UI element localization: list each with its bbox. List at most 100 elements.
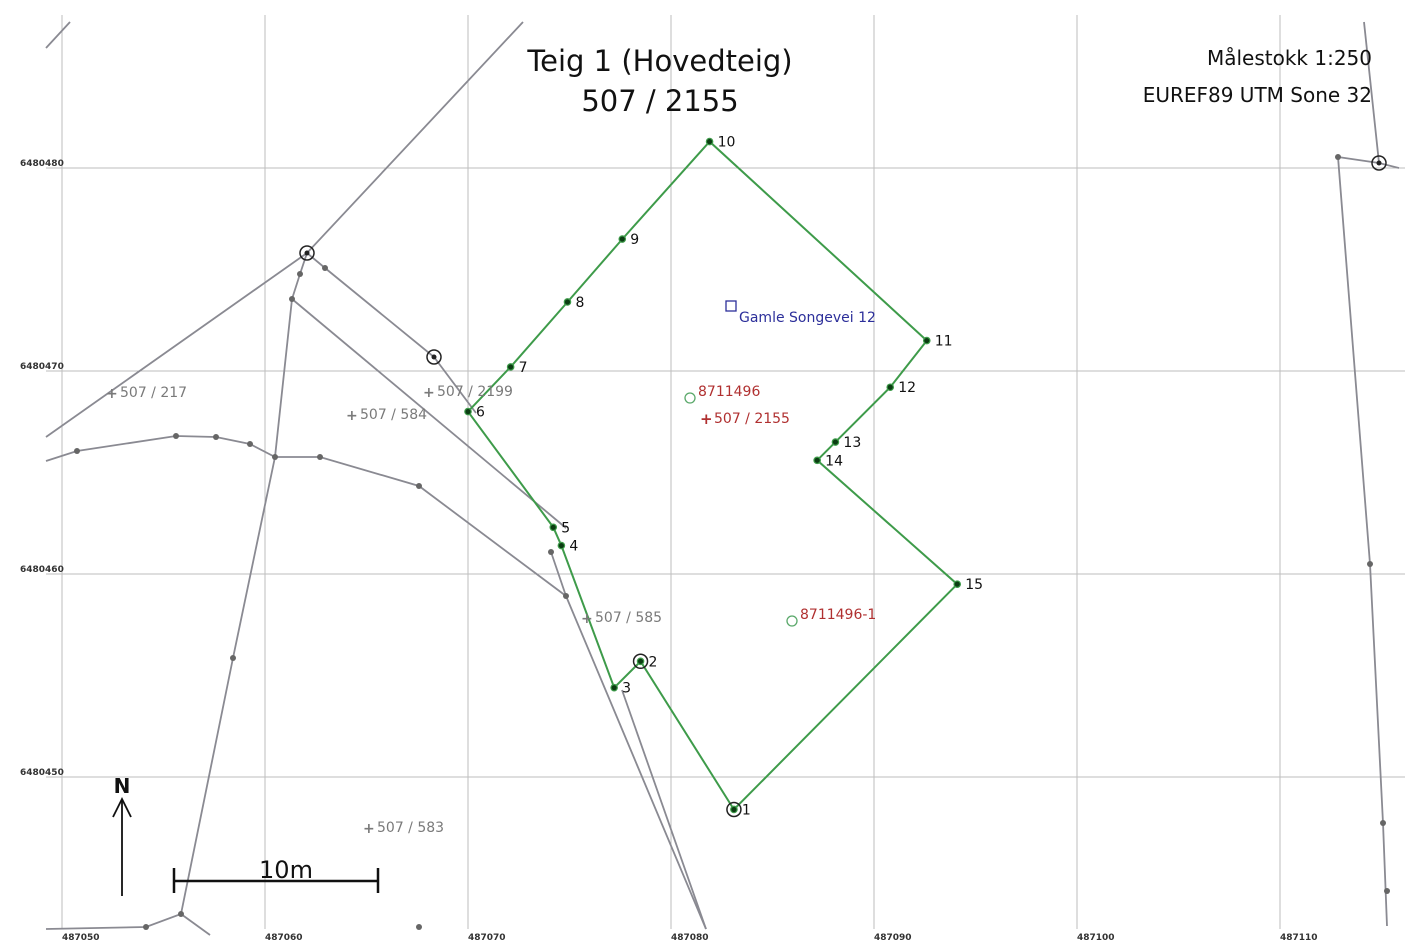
boundary-point-label: 15 [965,577,983,593]
building-label: 8711496 [698,384,760,400]
coordinate-grid: 487050 487060 487070 487080 487090 487100 4871… [20,15,1405,943]
neighbour-vertex [1384,888,1390,894]
survey-marker [426,349,442,365]
neighbour-boundary-line [45,21,71,49]
address-square-icon [725,300,737,312]
boundary-point [953,580,962,588]
survey-marker [299,245,315,261]
scale-bar-label: 10m [259,856,313,884]
parcel-plus-icon: + [363,821,375,837]
grid-tick-label-x: 487050 [62,933,100,943]
neighbour-vertex [143,924,149,930]
neighbour-boundary-line [306,252,477,414]
address-label: Gamle Songevei 12 [739,310,876,326]
parcel-plus-icon: + [346,408,358,424]
north-label: N [114,774,131,798]
own-parcel-label: 507 / 2155 [714,411,790,427]
grid-tick-label-x: 487110 [1280,933,1318,943]
neighbour-parcel-label: 507 / 583 [377,820,444,836]
north-arrow-icon [112,796,132,818]
boundary-point-label: 11 [935,334,953,350]
neighbour-vertex [297,271,303,277]
boundary-point [813,456,821,465]
scale-text: Målestokk 1:250 [1206,46,1372,70]
survey-marker [1371,155,1387,171]
boundary-point-label: 10 [718,135,736,151]
boundary-point-label: 2 [649,654,658,670]
boundary-point-label: 5 [561,520,570,536]
survey-marker [632,653,649,670]
neighbour-boundaries [45,21,1400,936]
neighbour-parcel-label: 507 / 217 [120,385,187,401]
neighbour-vertex [1335,154,1341,160]
neighbour-vertex [247,441,253,447]
boundary-point [636,657,645,666]
boundary-point [549,523,558,532]
parcel-plus-icon: + [106,386,118,402]
boundary-point-label: 6 [476,405,485,421]
boundary-point [557,541,566,550]
neighbour-parcel-labels: + 507 / 217 + 507 / 2199 + 507 / 584 + 5… [106,384,662,837]
boundary-point-label: 9 [630,232,639,248]
neighbour-vertex [322,265,328,271]
parcel-plus-icon: + [700,410,713,428]
neighbour-vertex [548,549,554,555]
scale-bar [172,868,380,893]
neighbour-vertex [317,454,323,460]
grid-tick-label-x: 487060 [265,933,303,943]
crs-text: EUREF89 UTM Sone 32 [1142,83,1372,107]
neighbour-vertex [1367,561,1373,567]
survey-marker-dot [304,250,310,256]
neighbour-parcel-label: 507 / 585 [595,610,662,626]
map-title: Teig 1 (Hovedteig) [527,44,793,78]
neighbour-vertex [1380,820,1386,826]
building-marker-icon [786,615,798,627]
boundary-point-label: 8 [575,295,584,311]
boundary-point [618,235,627,243]
boundary-point [464,407,472,416]
neighbour-vertex [213,434,219,440]
building-label: 8711496-1 [800,607,876,623]
boundary-point-label: 12 [898,380,916,396]
neighbour-vertex [416,924,422,930]
boundary-point [730,805,738,814]
neighbour-vertex [563,593,569,599]
neighbour-boundary-line [1337,156,1388,927]
neighbour-boundary-line [550,551,567,597]
survey-marker-dot [431,354,437,360]
grid-tick-label-y: 6480450 [20,768,64,778]
boundary-point [705,137,714,146]
neighbour-boundary-line [180,913,211,936]
neighbour-boundary-line [621,689,707,930]
boundary-point [886,383,895,392]
neighbour-vertex [230,655,236,661]
boundary-point-label: 7 [519,360,528,376]
boundary-point [922,336,931,345]
neighbour-boundary-line [291,298,567,529]
boundary-point [831,438,840,446]
neighbour-vertex [289,296,295,302]
parcel-plus-icon: + [423,385,435,401]
boundary-point [563,298,572,306]
neighbour-vertex [173,433,179,439]
neighbour-boundary-line [45,252,308,930]
survey-marker-dot [1376,160,1382,166]
map-subtitle: 507 / 2155 [581,84,739,118]
parcel-plus-icon: + [581,611,593,627]
grid-tick-label-y: 6480470 [20,362,64,372]
neighbour-vertex [416,483,422,489]
grid-tick-label-x: 487080 [671,933,709,943]
grid-tick-label-x: 487090 [874,933,912,943]
grid-tick-label-x: 487100 [1077,933,1115,943]
grid-tick-label-y: 6480480 [20,159,64,169]
boundary-point [506,363,515,371]
neighbour-boundary-line [45,435,707,930]
parcel-boundary-line [466,140,959,812]
neighbour-parcel-label: 507 / 584 [360,407,427,423]
boundary-point-label: 13 [843,435,861,451]
boundary-point-label: 1 [742,802,751,818]
grid-tick-label-y: 6480460 [20,565,64,575]
boundary-markers [299,155,1387,365]
